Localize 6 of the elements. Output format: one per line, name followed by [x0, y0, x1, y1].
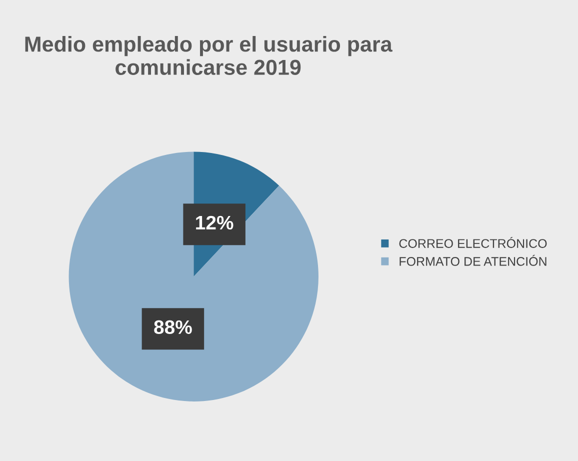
legend-label: CORREO ELECTRÓNICO	[399, 236, 547, 248]
data-label: 88%	[154, 320, 192, 334]
pie-slice	[68, 152, 318, 402]
chart-title: Medio empleado por el usuario para comunicarse 2019	[25, 36, 392, 75]
data-label: 12%	[196, 216, 234, 230]
legend-label: FORMATO DE ATENCIÓN	[400, 254, 546, 266]
